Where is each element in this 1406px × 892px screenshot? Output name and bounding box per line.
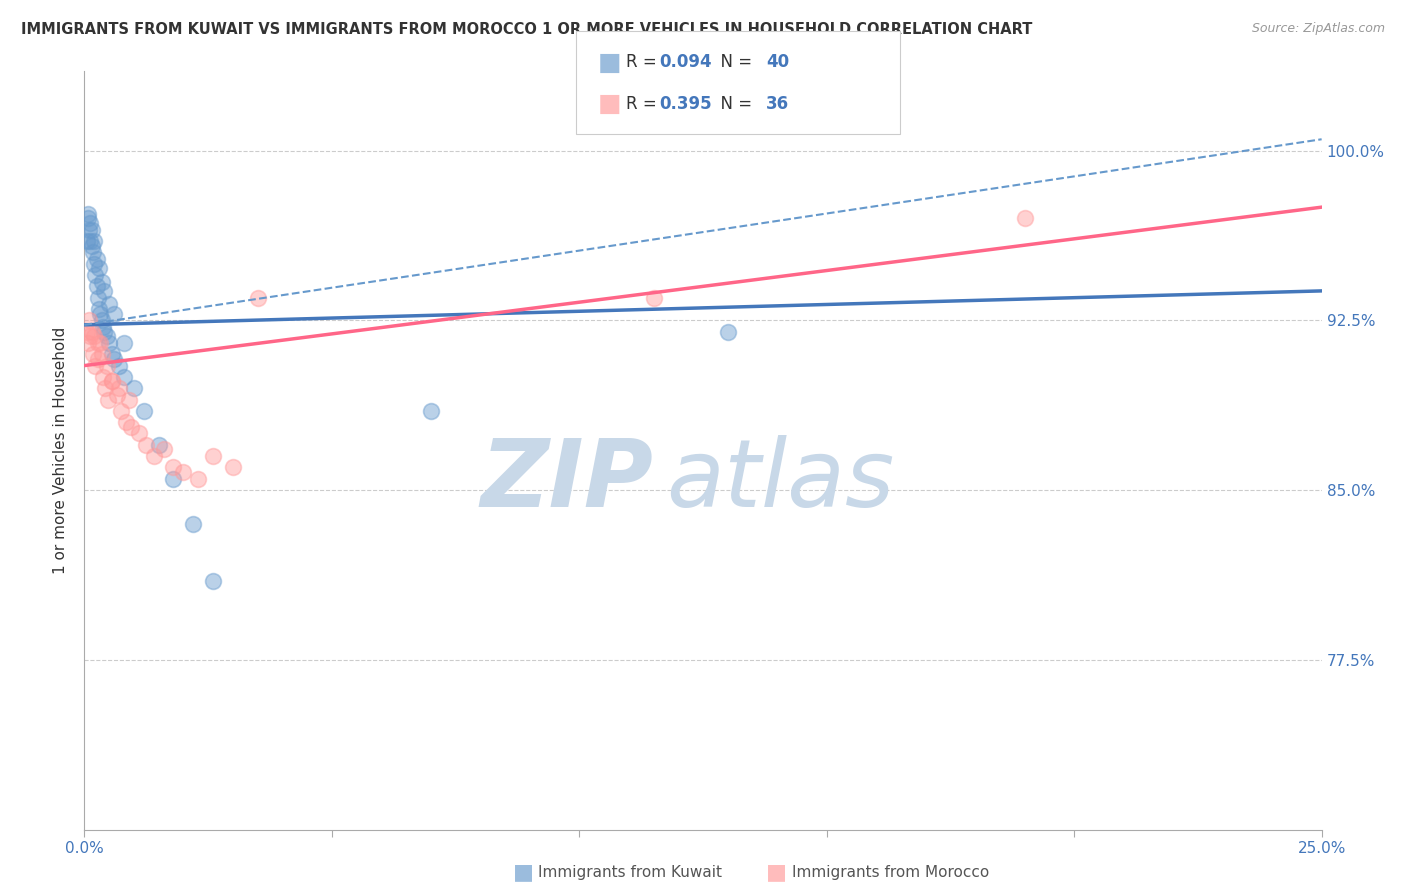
Point bbox=[105, 388, 128, 402]
Point bbox=[87, 291, 110, 305]
Point bbox=[100, 375, 122, 389]
Point bbox=[120, 419, 142, 434]
Point bbox=[84, 359, 107, 373]
Point bbox=[83, 234, 105, 248]
Point bbox=[76, 234, 98, 248]
Point bbox=[79, 216, 101, 230]
Point bbox=[82, 347, 104, 361]
Text: 36: 36 bbox=[766, 95, 789, 113]
Point bbox=[93, 325, 115, 339]
Point bbox=[89, 301, 111, 316]
Point bbox=[90, 275, 112, 289]
Point bbox=[79, 329, 101, 343]
Point bbox=[187, 472, 209, 486]
Point bbox=[135, 438, 157, 452]
Point bbox=[79, 234, 101, 248]
Point bbox=[96, 329, 118, 343]
Point bbox=[419, 404, 441, 418]
Text: atlas: atlas bbox=[666, 435, 894, 526]
Point bbox=[112, 370, 135, 384]
Point bbox=[89, 306, 111, 320]
Point bbox=[100, 347, 122, 361]
Text: 0.395: 0.395 bbox=[659, 95, 711, 113]
Text: R =: R = bbox=[626, 95, 662, 113]
Point bbox=[152, 442, 174, 457]
Point bbox=[80, 238, 103, 252]
Text: Source: ZipAtlas.com: Source: ZipAtlas.com bbox=[1251, 22, 1385, 36]
Point bbox=[162, 460, 184, 475]
Point bbox=[97, 392, 120, 407]
Point bbox=[128, 426, 150, 441]
Point bbox=[86, 252, 108, 267]
Point bbox=[91, 320, 114, 334]
Point bbox=[112, 335, 135, 350]
Point bbox=[90, 313, 112, 327]
Point bbox=[162, 472, 184, 486]
Point bbox=[90, 347, 112, 361]
Point bbox=[202, 449, 225, 463]
Point bbox=[110, 404, 132, 418]
Point bbox=[84, 268, 107, 282]
Text: 0.094: 0.094 bbox=[659, 54, 711, 71]
Text: N =: N = bbox=[710, 95, 758, 113]
Point bbox=[82, 223, 104, 237]
Text: R =: R = bbox=[626, 54, 662, 71]
Text: ■: ■ bbox=[598, 51, 621, 74]
Point bbox=[87, 335, 110, 350]
Point bbox=[1014, 211, 1036, 226]
Point bbox=[246, 291, 269, 305]
Text: ■: ■ bbox=[766, 863, 787, 882]
Point bbox=[222, 460, 245, 475]
Point bbox=[77, 207, 100, 221]
Y-axis label: 1 or more Vehicles in Household: 1 or more Vehicles in Household bbox=[53, 326, 69, 574]
Point bbox=[148, 438, 170, 452]
Point bbox=[717, 325, 740, 339]
Point bbox=[181, 516, 204, 531]
Point bbox=[77, 211, 100, 226]
Point bbox=[77, 335, 100, 350]
Point bbox=[100, 375, 122, 389]
Point bbox=[122, 381, 145, 395]
Point bbox=[118, 392, 141, 407]
Point bbox=[89, 335, 111, 350]
Point bbox=[83, 257, 105, 271]
Point bbox=[108, 381, 131, 395]
Point bbox=[93, 284, 115, 298]
Point bbox=[643, 291, 665, 305]
Text: ZIP: ZIP bbox=[481, 434, 654, 527]
Text: ■: ■ bbox=[513, 863, 534, 882]
Point bbox=[80, 325, 103, 339]
Text: 40: 40 bbox=[766, 54, 789, 71]
Text: ■: ■ bbox=[598, 93, 621, 116]
Point bbox=[202, 574, 225, 588]
Point bbox=[108, 359, 131, 373]
Text: N =: N = bbox=[710, 54, 758, 71]
Text: IMMIGRANTS FROM KUWAIT VS IMMIGRANTS FROM MOROCCO 1 OR MORE VEHICLES IN HOUSEHOL: IMMIGRANTS FROM KUWAIT VS IMMIGRANTS FRO… bbox=[21, 22, 1032, 37]
Point bbox=[82, 245, 104, 260]
Point bbox=[142, 449, 165, 463]
Point bbox=[132, 404, 155, 418]
Point bbox=[96, 359, 118, 373]
Point bbox=[87, 351, 110, 366]
Point bbox=[103, 351, 125, 366]
Text: Immigrants from Kuwait: Immigrants from Kuwait bbox=[538, 865, 723, 880]
Point bbox=[79, 223, 101, 237]
Point bbox=[94, 381, 117, 395]
Point bbox=[172, 465, 194, 479]
Point bbox=[91, 370, 114, 384]
Point bbox=[89, 261, 111, 276]
Point bbox=[83, 329, 105, 343]
Point bbox=[86, 279, 108, 293]
Text: Immigrants from Morocco: Immigrants from Morocco bbox=[792, 865, 988, 880]
Point bbox=[98, 335, 121, 350]
Point bbox=[115, 415, 138, 429]
Point bbox=[98, 297, 121, 311]
Point bbox=[103, 306, 125, 320]
Point bbox=[76, 325, 98, 339]
Point bbox=[79, 313, 101, 327]
